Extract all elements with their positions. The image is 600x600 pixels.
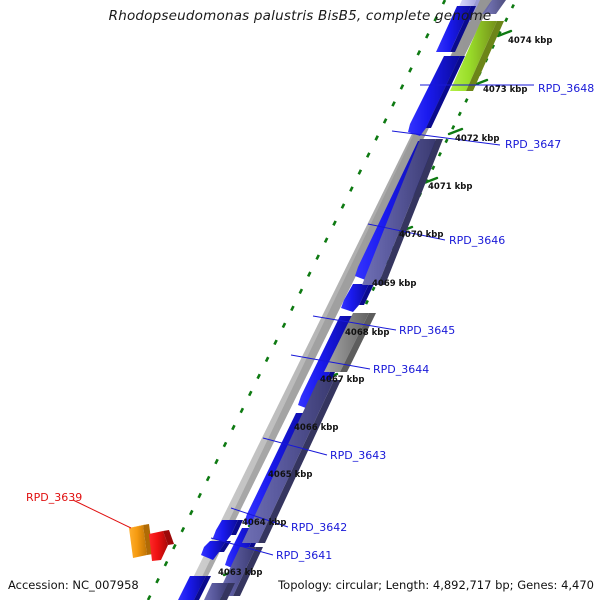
gene-label-rpd-3639[interactable]: RPD_3639 xyxy=(26,491,83,504)
gene-track-forward[interactable] xyxy=(178,0,480,600)
gene-feature[interactable] xyxy=(408,56,465,136)
gene-feature[interactable] xyxy=(213,520,243,543)
leader-line-red xyxy=(72,499,132,529)
accession-status: Accession: NC_007958 xyxy=(8,578,139,592)
ruler-tick-label: 4065 kbp xyxy=(268,470,313,480)
gene-label-rpd-3647[interactable]: RPD_3647 xyxy=(505,138,562,151)
gene-label-rpd-3646[interactable]: RPD_3646 xyxy=(449,234,506,247)
genome-info-status: Topology: circular; Length: 4,892,717 bp… xyxy=(278,578,594,592)
gene-feature[interactable] xyxy=(129,524,153,558)
leader-line xyxy=(391,130,501,146)
gene-feature[interactable] xyxy=(482,0,506,14)
ruler-tick-label: 4072 kbp xyxy=(455,134,500,144)
ruler-inner-guide xyxy=(146,0,447,600)
ruler-tick-label: 4069 kbp xyxy=(372,279,417,289)
ruler-tick-label: 4063 kbp xyxy=(218,568,263,578)
gene-label-rpd-3641[interactable]: RPD_3641 xyxy=(276,549,333,562)
ruler-tick-label: 4073 kbp xyxy=(483,85,528,95)
gene-feature[interactable] xyxy=(450,21,504,91)
gene-feature[interactable] xyxy=(178,576,211,600)
gene-feature[interactable] xyxy=(204,583,235,600)
gene-feature[interactable] xyxy=(341,284,374,312)
gene-label-rpd-3645[interactable]: RPD_3645 xyxy=(399,324,456,337)
gene-label-leader-red xyxy=(72,499,132,529)
leader-line xyxy=(367,223,446,241)
leader-line xyxy=(230,507,289,528)
leader-line xyxy=(290,354,371,370)
gene-label-rpd-3643[interactable]: RPD_3643 xyxy=(330,449,387,462)
gene-feature[interactable] xyxy=(242,380,341,543)
ruler-tick-label: 4070 kbp xyxy=(399,230,444,240)
leader-line xyxy=(312,315,397,331)
gene-feature[interactable] xyxy=(436,6,476,52)
ruler-tick-label: 4064 kbp xyxy=(242,518,287,528)
ruler-tick-label: 4066 kbp xyxy=(294,423,339,433)
gene-label-leaders xyxy=(210,84,534,556)
leader-line xyxy=(262,437,328,456)
ruler-tick-label: 4074 kbp xyxy=(508,36,553,46)
gene-feature[interactable] xyxy=(201,541,231,560)
gene-label-rpd-3642[interactable]: RPD_3642 xyxy=(291,521,348,534)
ruler-tick-label: 4067 kbp xyxy=(320,375,365,385)
gene-feature[interactable] xyxy=(362,139,443,285)
ruler-tick-label: 4068 kbp xyxy=(345,328,390,338)
ruler-tick-label: 4071 kbp xyxy=(428,182,473,192)
gene-feature[interactable] xyxy=(324,313,376,372)
gene-label-rpd-3648[interactable]: RPD_3648 xyxy=(538,82,595,95)
gene-track-reverse[interactable] xyxy=(204,0,506,600)
gene-feature[interactable] xyxy=(149,530,174,561)
gene-track-isolated[interactable] xyxy=(129,524,174,561)
leader-line xyxy=(210,537,274,556)
gene-label-rpd-3644[interactable]: RPD_3644 xyxy=(373,363,430,376)
page-title: Rhodopseudomonas palustris BisB5, comple… xyxy=(108,8,492,24)
